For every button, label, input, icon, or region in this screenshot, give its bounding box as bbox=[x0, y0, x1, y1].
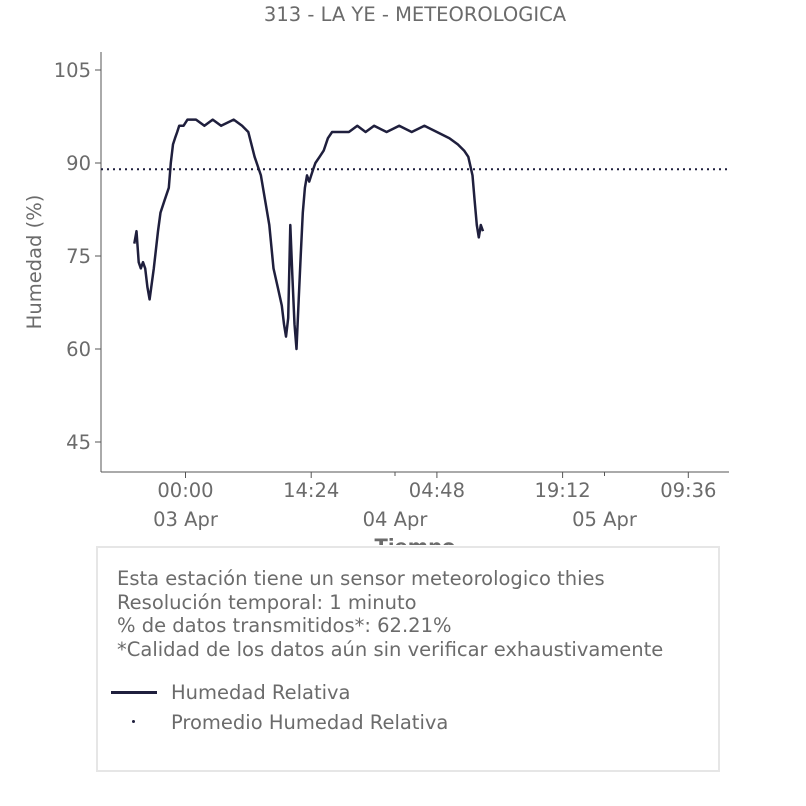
x-tick-label: 04:48 bbox=[409, 479, 465, 502]
y-tick-label: 105 bbox=[54, 59, 91, 82]
y-tick-label: 45 bbox=[66, 431, 91, 454]
x-date-label: 03 Apr bbox=[153, 508, 219, 531]
legend-label-mean: Promedio Humedad Relativa bbox=[171, 710, 449, 734]
legend-dot-icon bbox=[111, 709, 157, 735]
info-sensor: Esta estación tiene un sensor meteorolog… bbox=[117, 567, 605, 590]
x-tick-label: 09:36 bbox=[660, 479, 716, 502]
legend-entry-mean: Promedio Humedad Relativa bbox=[111, 709, 448, 735]
x-tick-label: 00:00 bbox=[157, 479, 213, 502]
info-legend-box: Esta estación tiene un sensor meteorolog… bbox=[96, 546, 720, 772]
x-axis-label: Tiempo bbox=[375, 535, 456, 545]
x-tick-label: 14:24 bbox=[283, 479, 339, 502]
info-resolution: Resolución temporal: 1 minuto bbox=[117, 590, 417, 614]
x-date-label: 05 Apr bbox=[572, 508, 638, 531]
legend-line-icon bbox=[111, 679, 157, 705]
y-axis-label: Humedad (%) bbox=[23, 195, 46, 330]
humidity-series-line bbox=[133, 118, 485, 351]
legend-label-humidity: Humedad Relativa bbox=[171, 680, 351, 704]
x-tick-label: 19:12 bbox=[534, 479, 590, 502]
info-data-percent: % de datos transmitidos*: 62.21% bbox=[117, 614, 452, 637]
legend-entry-humidity: Humedad Relativa bbox=[111, 679, 351, 705]
humidity-chart: 313 - LA YE - METEOROLOGICA Humedad (%) … bbox=[23, 3, 729, 545]
y-tick-label: 75 bbox=[66, 245, 91, 268]
info-quality-note: *Calidad de los datos aún sin verificar … bbox=[117, 637, 664, 661]
y-tick-label: 90 bbox=[66, 152, 91, 175]
chart-title: 313 - LA YE - METEOROLOGICA bbox=[264, 3, 567, 26]
y-tick-label: 60 bbox=[66, 338, 91, 361]
x-date-label: 04 Apr bbox=[363, 508, 429, 531]
station-info: Esta estación tiene un sensor meteorolog… bbox=[117, 567, 663, 661]
